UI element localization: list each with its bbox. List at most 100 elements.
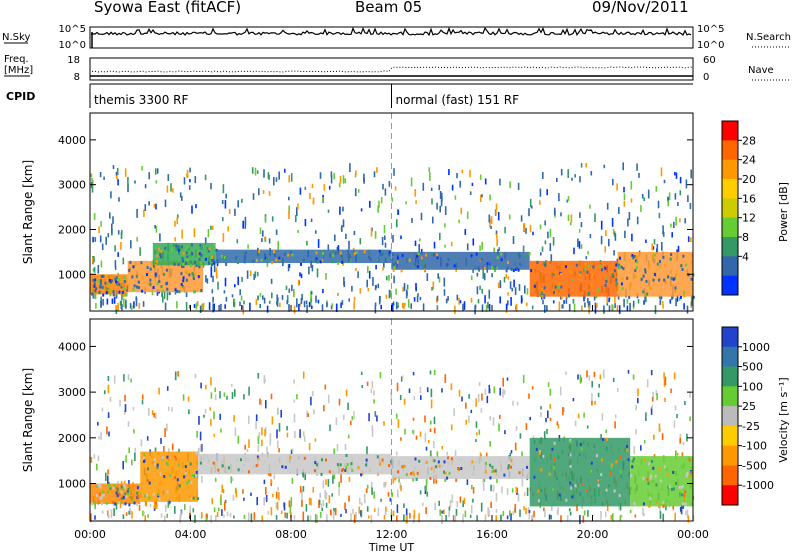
velocity-band-speckle	[597, 483, 600, 487]
power-scatter-pixel	[261, 237, 263, 243]
velocity-scatter-pixel	[441, 510, 443, 514]
velocity-band-speckle	[568, 446, 571, 450]
power-band-speckle	[158, 280, 161, 283]
power-band-speckle	[149, 267, 152, 271]
power-scatter-pixel	[675, 298, 677, 307]
velocity-scatter-pixel	[426, 387, 429, 393]
power-band-speckle	[669, 257, 672, 261]
velocity-scatter-pixel	[302, 511, 305, 521]
power-scatter-pixel	[400, 235, 402, 240]
power-band-speckle	[470, 254, 473, 258]
velocity-band-speckle	[177, 463, 180, 467]
velocity-scatter-pixel	[408, 388, 411, 393]
power-scatter-pixel	[300, 273, 303, 279]
power-band-speckle	[636, 255, 638, 259]
power-scatter-pixel	[100, 296, 102, 302]
power-scatter-pixel	[241, 198, 243, 203]
power-band-speckle	[605, 279, 608, 283]
power-band-speckle	[290, 251, 293, 254]
velocity-scatter-pixel	[453, 408, 455, 416]
power-scatter-pixel	[183, 177, 186, 185]
velocity-scatter-pixel	[214, 387, 216, 393]
power-scatter-pixel	[517, 182, 520, 191]
power-scatter-pixel	[454, 195, 457, 200]
velocity-band-speckle	[126, 490, 129, 494]
velocity-band-speckle	[553, 466, 556, 470]
velocity-band-speckle	[287, 459, 290, 463]
nave-tick-lo: 0	[703, 72, 709, 83]
power-scatter-pixel	[630, 181, 633, 190]
velocity-scatter-pixel	[123, 374, 125, 382]
velocity-band-speckle	[274, 462, 277, 466]
velocity-band-speckle	[447, 456, 450, 460]
power-scatter-pixel	[208, 302, 211, 310]
velocity-band-speckle	[444, 471, 447, 475]
power-scatter-pixel	[447, 296, 449, 301]
power-scatter-pixel	[353, 230, 356, 236]
power-scatter-pixel	[189, 304, 191, 309]
velocity-band-speckle	[284, 465, 287, 469]
power-band-speckle	[388, 253, 391, 257]
power-scatter-pixel	[490, 216, 493, 225]
velocity-scatter-pixel	[450, 424, 453, 431]
noise-right-tick-lo: 10^0	[697, 40, 724, 51]
velocity-scatter-pixel	[395, 413, 398, 419]
power-band-speckle	[102, 274, 105, 278]
velocity-scatter-pixel	[601, 413, 604, 421]
power-scatter-pixel	[507, 292, 509, 296]
velocity-band-speckle	[176, 478, 179, 482]
velocity-band-speckle	[494, 469, 497, 473]
velocity-scatter-pixel	[264, 429, 266, 437]
power-scatter-pixel	[513, 279, 515, 288]
power-band-speckle	[640, 277, 643, 281]
power-scatter-pixel	[120, 232, 123, 240]
velocity-band-speckle	[569, 465, 572, 468]
velocity-band-speckle	[585, 489, 588, 493]
power-ytick-label-0: 4000	[58, 134, 86, 147]
power-scatter-pixel	[580, 163, 583, 168]
velocity-scatter-pixel	[263, 497, 265, 506]
velocity-band-speckle	[315, 463, 318, 467]
velocity-scatter-pixel	[637, 388, 639, 397]
power-scatter-pixel	[608, 305, 611, 312]
power-scatter-pixel	[93, 213, 96, 221]
velocity-scatter-pixel	[586, 370, 588, 378]
power-scatter-pixel	[144, 184, 147, 189]
velocity-scatter-pixel	[93, 454, 96, 459]
velocity-band-speckle	[682, 502, 685, 506]
power-scatter-pixel	[552, 237, 555, 246]
velocity-scatter-pixel	[448, 510, 450, 518]
velocity-scatter-pixel	[403, 503, 405, 508]
velocity-scatter-pixel	[502, 389, 504, 398]
velocity-scatter-pixel	[188, 409, 190, 415]
velocity-scatter-pixel	[355, 512, 357, 520]
power-band-speckle	[165, 268, 168, 272]
power-scatter-pixel	[630, 198, 633, 203]
power-scatter-pixel	[469, 169, 471, 178]
power-scatter-pixel	[612, 228, 615, 235]
power-scatter-pixel	[330, 175, 333, 184]
power-scatter-pixel	[374, 231, 377, 239]
power-scatter-pixel	[133, 301, 135, 309]
power-scatter-pixel	[188, 185, 191, 190]
power-scatter-pixel	[488, 289, 491, 299]
velocity-scatter-pixel	[521, 478, 524, 487]
power-scatter-pixel	[231, 294, 234, 298]
power-scatter-pixel	[193, 228, 196, 238]
velocity-band-speckle	[314, 456, 317, 460]
velocity-scatter-pixel	[165, 504, 167, 512]
velocity-scatter-pixel	[310, 396, 312, 406]
velocity-scatter-pixel	[450, 383, 453, 391]
velocity-scatter-pixel	[643, 439, 646, 444]
velocity-scatter-pixel	[180, 510, 182, 519]
velocity-band-speckle	[690, 471, 693, 475]
power-scatter-pixel	[661, 300, 664, 305]
power-scatter-pixel	[117, 302, 119, 312]
power-scatter-pixel	[125, 299, 127, 308]
velocity-band-speckle	[415, 477, 418, 481]
power-scatter-pixel	[496, 233, 498, 239]
velocity-scatter-pixel	[528, 509, 531, 514]
velocity-scatter-pixel	[310, 498, 312, 506]
power-band-speckle	[192, 274, 195, 278]
power-colorbar-swatch-2	[722, 159, 738, 180]
